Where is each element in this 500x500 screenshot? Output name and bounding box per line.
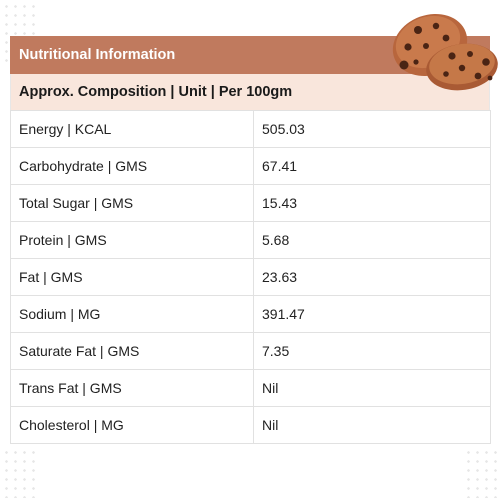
nutrient-label: Fat | GMS — [10, 258, 254, 296]
table-row: Fat | GMS 23.63 — [10, 258, 491, 296]
table-row: Trans Fat | GMS Nil — [10, 369, 491, 407]
decorative-dots-bottom-left — [2, 448, 36, 498]
nutrient-label: Saturate Fat | GMS — [10, 332, 254, 370]
nutrient-value: Nil — [253, 369, 491, 407]
nutrient-value: 15.43 — [253, 184, 491, 222]
table-row: Sodium | MG 391.47 — [10, 295, 491, 333]
nutrient-value: 391.47 — [253, 295, 491, 333]
composition-header-label: Approx. Composition | Unit | Per 100gm — [19, 84, 293, 100]
nutrient-value: 505.03 — [253, 110, 491, 148]
table-row: Carbohydrate | GMS 67.41 — [10, 147, 491, 185]
nutrition-table: Energy | KCAL 505.03 Carbohydrate | GMS … — [10, 110, 491, 444]
nutrient-value: 7.35 — [253, 332, 491, 370]
nutrient-label: Cholesterol | MG — [10, 406, 254, 444]
cookie-icon — [392, 13, 498, 91]
nutrient-label: Sodium | MG — [10, 295, 254, 333]
nutrient-value: 23.63 — [253, 258, 491, 296]
nutrient-label: Protein | GMS — [10, 221, 254, 259]
nutrient-value: Nil — [253, 406, 491, 444]
table-row: Total Sugar | GMS 15.43 — [10, 184, 491, 222]
nutrient-label: Energy | KCAL — [10, 110, 254, 148]
nutrition-title: Nutritional Information — [19, 47, 176, 63]
table-row: Energy | KCAL 505.03 — [10, 110, 491, 148]
composition-header: Approx. Composition | Unit | Per 100gm — [10, 74, 490, 110]
nutrient-value: 5.68 — [253, 221, 491, 259]
table-row: Cholesterol | MG Nil — [10, 406, 491, 444]
decorative-dots-bottom-right — [464, 448, 498, 498]
nutrient-label: Trans Fat | GMS — [10, 369, 254, 407]
table-row: Saturate Fat | GMS 7.35 — [10, 332, 491, 370]
nutrient-label: Carbohydrate | GMS — [10, 147, 254, 185]
nutrition-card: Nutritional Information Approx. Composit… — [10, 36, 491, 444]
nutrient-value: 67.41 — [253, 147, 491, 185]
nutrient-label: Total Sugar | GMS — [10, 184, 254, 222]
table-row: Protein | GMS 5.68 — [10, 221, 491, 259]
